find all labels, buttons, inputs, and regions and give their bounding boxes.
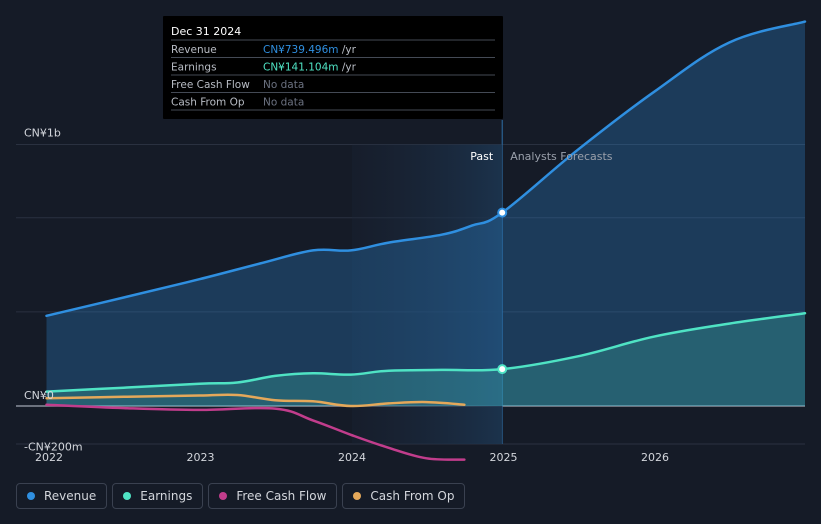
x-tick-label-2026: 2026 xyxy=(641,451,669,464)
earnings-line xyxy=(45,311,807,393)
tooltip-label-earnings: Earnings xyxy=(171,62,217,74)
x-tick-label-2023: 2023 xyxy=(187,451,215,464)
x-tick-label-2022: 2022 xyxy=(35,451,63,464)
legend-label-revenue: Revenue xyxy=(44,489,97,503)
revenue-area xyxy=(46,21,805,406)
x-tick-label-2025: 2025 xyxy=(490,451,518,464)
tooltip-label-cash-from-op: Cash From Op xyxy=(171,97,245,109)
revenue-legend-dot xyxy=(27,492,35,500)
tooltip-date: Dec 31 2024 xyxy=(171,25,241,38)
chart-legend: Revenue Earnings Free Cash Flow Cash Fro… xyxy=(16,483,466,509)
tooltip-box xyxy=(163,16,503,119)
free-cash-flow-line xyxy=(45,403,466,461)
past-label: Past xyxy=(470,150,494,163)
legend-item-earnings[interactable]: Earnings xyxy=(112,483,204,509)
forecast-label: Analysts Forecasts xyxy=(510,150,613,163)
tooltip-value-free-cash-flow: No data xyxy=(263,79,304,91)
y-tick-label-cn-200m: -CN¥200m xyxy=(24,440,83,453)
y-tick-label-cn-1b: CN¥1b xyxy=(24,127,61,140)
tooltip-value-revenue: CN¥739.496m /yr xyxy=(263,44,357,56)
legend-item-revenue[interactable]: Revenue xyxy=(16,483,108,509)
revenue-line xyxy=(45,20,807,318)
earnings-legend-dot xyxy=(123,492,132,500)
past-shaded-band xyxy=(352,144,503,444)
tooltip-label-free-cash-flow: Free Cash Flow xyxy=(171,79,250,91)
earnings-marker xyxy=(497,364,508,375)
tooltip-value-earnings: CN¥141.104m /yr xyxy=(263,62,357,74)
free-cash-flow-legend-dot xyxy=(219,492,228,500)
y-tick-label-cn-0: CN¥0 xyxy=(24,389,54,402)
legend-label-earnings: Earnings xyxy=(140,489,193,503)
cash-from-op-legend-dot xyxy=(353,492,362,500)
legend-label-cash-from-op: Cash From Op xyxy=(370,489,455,503)
x-tick-label-2024: 2024 xyxy=(338,451,366,464)
legend-item-free-cash-flow[interactable]: Free Cash Flow xyxy=(208,483,338,509)
cash-from-op-line xyxy=(45,393,466,408)
revenue-marker xyxy=(497,207,508,218)
tooltip-label-revenue: Revenue xyxy=(171,44,217,56)
legend-label-free-cash-flow: Free Cash Flow xyxy=(236,489,327,503)
legend-item-cash-from-op[interactable]: Cash From Op xyxy=(342,483,466,509)
tooltip-value-cash-from-op: No data xyxy=(263,97,304,109)
